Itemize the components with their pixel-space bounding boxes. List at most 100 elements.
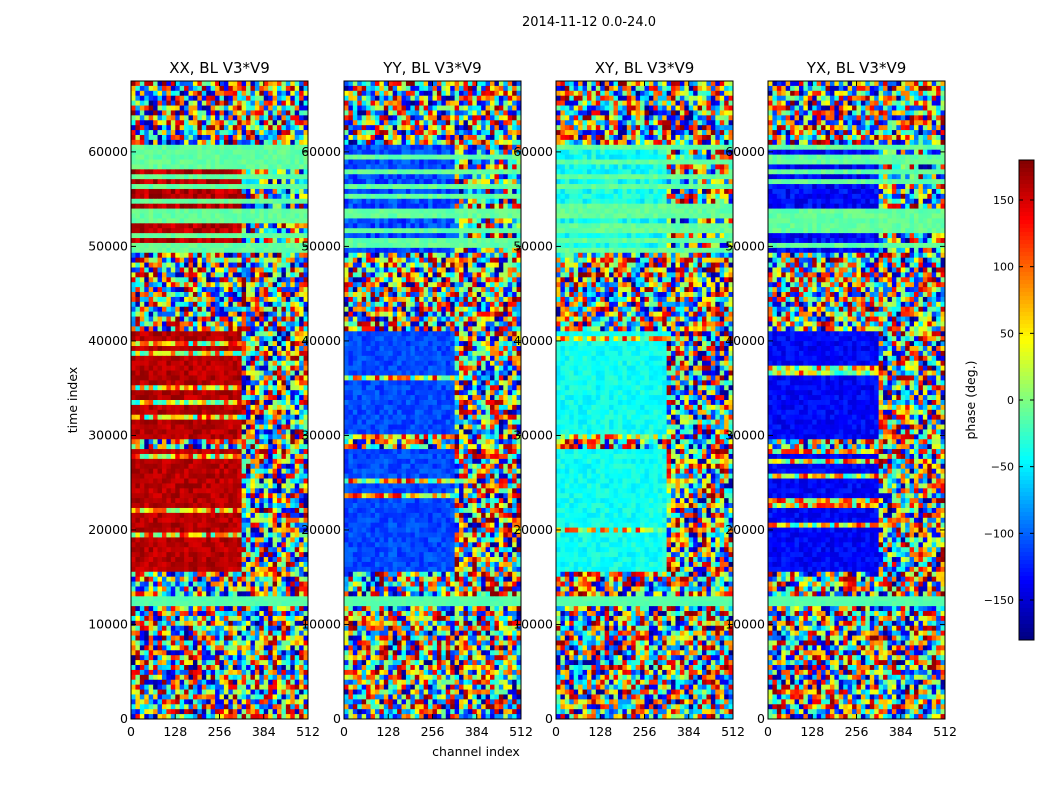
heatmap-cell [139,512,145,519]
heatmap-cell [250,247,256,254]
heatmap-cell [148,669,154,676]
heatmap-cell [272,473,278,479]
heatmap-cell [192,380,198,386]
heatmap-cell [254,581,260,587]
heatmap-cell [179,522,185,528]
heatmap-cell [303,203,308,209]
heatmap-cell [228,424,234,430]
heatmap-cell [250,478,256,484]
heatmap-cell [219,655,225,661]
heatmap-cell [281,95,287,102]
heatmap-cell [139,208,145,214]
heatmap-cell [210,272,216,278]
heatmap-cell [277,385,282,391]
heatmap-cell [192,341,198,347]
heatmap-cell [237,85,243,92]
heatmap-cell [166,591,172,597]
heatmap-cell [206,301,212,308]
heatmap-cell [228,478,234,484]
heatmap-cell [175,660,181,666]
heatmap-cell [219,301,225,308]
heatmap-cell [254,512,260,519]
heatmap-cell [268,684,273,690]
heatmap-cell [131,439,136,445]
heatmap-cell [201,292,207,298]
heatmap-cell [263,287,269,293]
heatmap-cell [219,576,225,582]
heatmap-cell [285,674,291,681]
heatmap-cell [144,331,150,337]
heatmap-cell [188,287,194,293]
heatmap-cell [254,81,260,87]
heatmap-cell [188,434,194,440]
heatmap-cell [254,498,260,504]
heatmap-cell [237,439,243,445]
heatmap-cell [210,419,216,425]
heatmap-cell [259,223,265,229]
heatmap-cell [170,507,176,514]
heatmap-cell [139,669,145,676]
heatmap-cell [184,424,189,430]
heatmap-cell [241,557,247,563]
heatmap-cell [175,292,181,298]
heatmap-cell [290,282,296,288]
heatmap-cell [294,277,300,283]
heatmap-cell [303,400,308,406]
heatmap-cell [290,149,296,156]
heatmap-cell [281,85,287,92]
heatmap-cell [188,120,194,126]
heatmap-cell [250,650,256,656]
heatmap-cell [206,660,212,666]
heatmap-cell [166,346,172,352]
heatmap-cell [219,611,225,617]
heatmap-cell [170,503,176,509]
heatmap-cell [281,262,287,268]
heatmap-cell [206,596,212,602]
heatmap-cell [303,296,308,303]
heatmap-cell [219,453,225,460]
heatmap-cell [254,331,260,337]
heatmap-cell [268,203,273,209]
heatmap-cell [148,144,154,151]
heatmap-cell [219,522,225,528]
heatmap-cell [153,90,158,97]
heatmap-cell [281,213,287,219]
heatmap-cell [161,434,167,440]
heatmap-cell [166,615,172,622]
heatmap-cell [219,557,225,563]
heatmap-cell [184,198,189,205]
heatmap-cell [206,242,212,249]
heatmap-cell [188,154,194,160]
heatmap-cell [277,218,282,224]
heatmap-cell [179,365,185,371]
heatmap-cell [144,679,150,686]
heatmap-cell [148,635,154,641]
heatmap-cell [285,346,291,352]
heatmap-cell [237,493,243,499]
heatmap-cell [250,606,256,612]
heatmap-cell [277,434,282,440]
heatmap-cell [170,537,176,543]
heatmap-cell [281,679,287,686]
heatmap-cell [161,139,167,146]
heatmap-cell [254,252,260,259]
heatmap-cell [290,409,296,416]
heatmap-cell [135,458,141,465]
heatmap-cell [157,679,163,686]
heatmap-cell [148,95,154,102]
heatmap-cell [131,542,136,548]
heatmap-cell [241,414,247,421]
heatmap-cell [197,238,203,244]
heatmap-cell [268,660,273,666]
heatmap-cell [303,321,308,327]
heatmap-cell [246,149,251,156]
heatmap-cell [184,341,189,347]
heatmap-cell [259,316,265,322]
heatmap-cell [215,512,220,519]
heatmap-cell [259,375,265,381]
heatmap-cell [153,203,158,209]
heatmap-cell [277,272,282,278]
heatmap-cell [294,429,300,435]
heatmap-cell [131,424,136,430]
heatmap-cell [197,360,203,367]
